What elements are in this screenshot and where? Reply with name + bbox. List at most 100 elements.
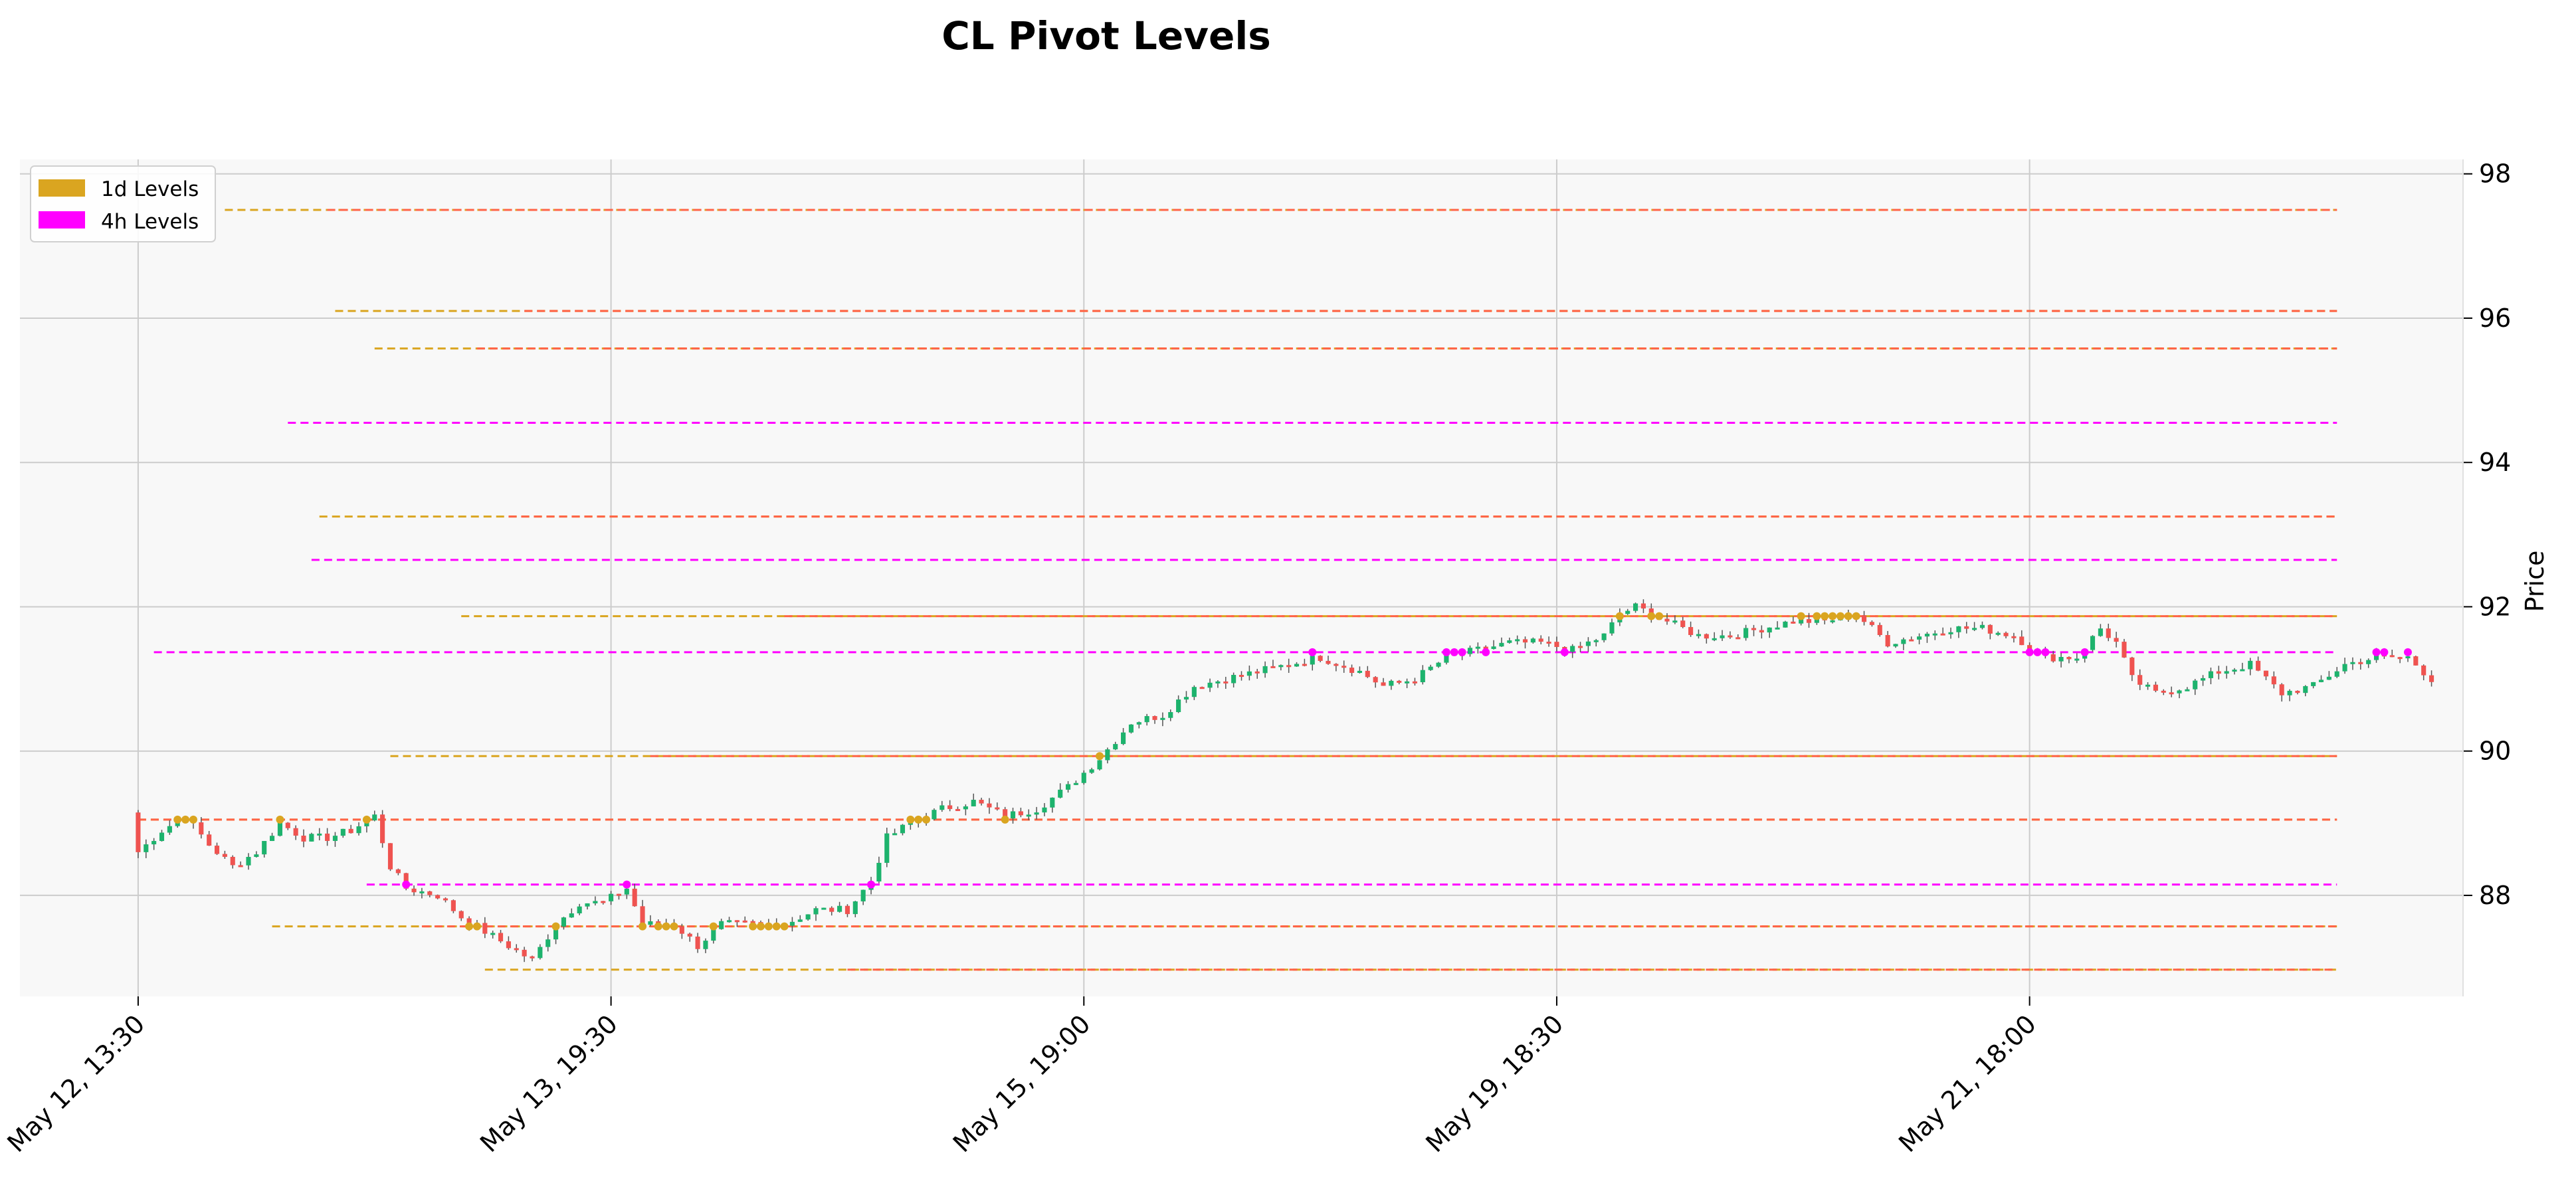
candle-body (498, 933, 504, 942)
candle-body (1365, 670, 1370, 678)
candle-body (538, 947, 543, 959)
candle-body (1294, 664, 1300, 667)
candle-body (1191, 687, 1197, 697)
x-tick-label: May 15, 19:00 (947, 1009, 1096, 1158)
y-tick-label: 92 (2479, 592, 2511, 621)
candle-body (1058, 789, 1063, 798)
candle-body (2106, 628, 2111, 638)
candle-body (2256, 660, 2261, 671)
candle-body (1246, 671, 1252, 676)
candle-body (2208, 671, 2213, 678)
level-touch-marker (1813, 612, 1821, 620)
candle-body (1286, 665, 1292, 668)
level-touch-marker (276, 815, 284, 824)
candle-body (955, 808, 961, 811)
candle-body (687, 933, 692, 937)
candle-body (963, 806, 968, 810)
candle-body (2050, 654, 2056, 662)
candle-body (1310, 656, 1315, 665)
candle-body (2003, 632, 2009, 636)
level-touch-marker (2403, 648, 2412, 656)
candle-body (1728, 635, 1733, 638)
candle-body (1507, 640, 1512, 643)
candle-body (852, 901, 858, 915)
candle-body (1948, 632, 1953, 634)
candle-body (222, 854, 227, 857)
level-touch-marker (623, 880, 631, 889)
level-touch-marker (1308, 648, 1317, 656)
candle-body (1341, 666, 1347, 668)
level-touch-marker (362, 815, 371, 824)
candle-body (348, 828, 353, 834)
candle-body (2161, 690, 2166, 693)
candle-body (971, 800, 976, 806)
candle-body (1160, 717, 1165, 720)
candle-body (466, 918, 472, 926)
level-touch-marker (1836, 612, 1844, 620)
candle-body (1420, 670, 1425, 683)
legend-label-4h: 4h Levels (101, 210, 199, 234)
candle-body (1775, 627, 1780, 630)
candle-body (2405, 656, 2411, 659)
candle-body (1806, 619, 1812, 623)
candle-body (2240, 669, 2245, 672)
candle-body (2019, 636, 2025, 646)
candle-body (742, 920, 747, 923)
candle-body (270, 836, 275, 842)
level-touch-marker (402, 880, 411, 889)
candle-body (458, 911, 464, 919)
candle-body (2011, 636, 2017, 638)
candle-body (1270, 666, 1276, 668)
level-touch-marker (2372, 648, 2381, 656)
candle-body (1334, 664, 1339, 666)
candle-body (1215, 681, 1221, 684)
candle-body (1381, 682, 1386, 686)
candle-body (522, 949, 527, 957)
candle-body (947, 805, 953, 809)
candle-body (1940, 633, 1945, 636)
candle-body (1640, 603, 1646, 608)
candle-body (1869, 622, 1874, 625)
candle-body (2413, 656, 2419, 666)
candle-body (2169, 692, 2174, 695)
level-touch-marker (780, 922, 789, 931)
candle-body (2326, 676, 2331, 680)
legend-label-1d: 1d Levels (101, 177, 199, 201)
candle-body (1593, 640, 1599, 642)
candle-body (609, 893, 614, 901)
candle-body (1136, 722, 1141, 725)
candle-body (569, 913, 574, 918)
candle-body (1585, 641, 1591, 646)
level-touch-marker (1482, 648, 1490, 656)
candle-body (1491, 646, 1496, 650)
x-tick-label: May 12, 13:30 (1, 1009, 150, 1158)
candle-body (2074, 658, 2080, 661)
candle-body (1183, 697, 1189, 700)
level-touch-marker (472, 922, 481, 931)
candle-body (395, 869, 401, 873)
candle-body (1467, 648, 1473, 654)
level-touch-marker (1844, 612, 1852, 620)
level-touch-marker (1852, 612, 1860, 620)
y-tick-label: 94 (2479, 448, 2511, 477)
y-axis-label: Price (2520, 551, 2549, 612)
candle-body (325, 833, 330, 841)
candle-body (214, 846, 220, 854)
candle-body (372, 814, 377, 821)
level-touch-marker (1647, 612, 1656, 620)
level-touch-marker (2080, 648, 2089, 656)
candle-body (230, 856, 235, 866)
candle-body (506, 941, 511, 949)
candle-body (254, 854, 259, 858)
candle-body (829, 907, 835, 912)
level-touch-marker (1821, 612, 1829, 620)
candle-body (1799, 619, 1804, 624)
candle-body (1696, 634, 1702, 636)
candle-body (679, 926, 684, 934)
candle-body (797, 919, 803, 922)
grid-lines (20, 159, 2463, 996)
candle-body (1152, 716, 1157, 720)
candle-body (593, 901, 598, 903)
candle-body (2373, 654, 2379, 660)
